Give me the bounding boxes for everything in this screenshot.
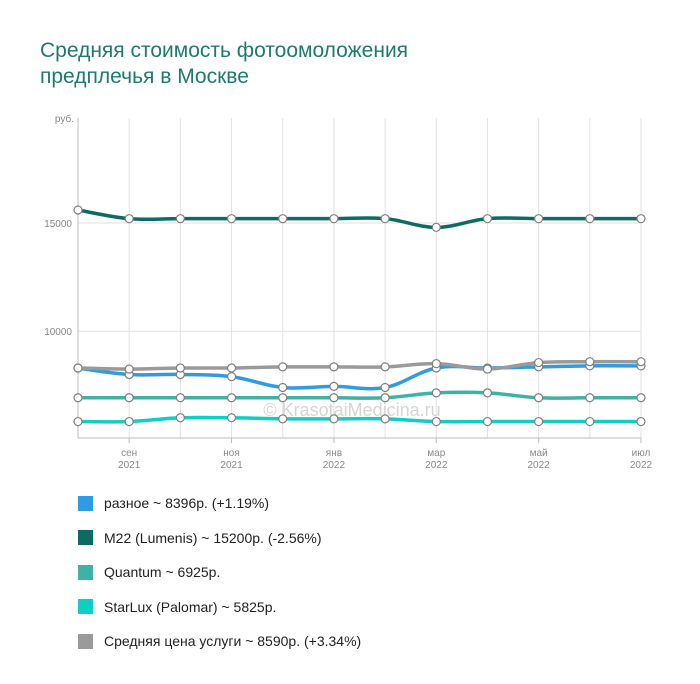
- data-point[interactable]: [636, 416, 646, 427]
- data-point[interactable]: [73, 363, 83, 373]
- data-point[interactable]: [73, 393, 83, 403]
- data-point[interactable]: [585, 416, 595, 427]
- legend-swatch: [78, 633, 93, 649]
- legend-label: StarLux (Palomar) ~ 5825р.: [104, 598, 277, 615]
- x-tick-label-month: сен: [121, 448, 137, 459]
- y-axis-label: руб.: [55, 113, 74, 125]
- data-point[interactable]: [278, 414, 288, 424]
- data-point[interactable]: [380, 414, 390, 424]
- legend-swatch: [78, 495, 93, 511]
- data-point[interactable]: [380, 362, 390, 372]
- data-point[interactable]: [482, 416, 493, 427]
- x-tick-label-month: мар: [427, 448, 445, 459]
- data-point[interactable]: [534, 416, 544, 427]
- data-point[interactable]: [380, 214, 390, 224]
- legend-item[interactable]: разное ~ 8396р. (+1.19%): [78, 486, 361, 521]
- data-point[interactable]: [278, 362, 288, 372]
- legend-label: разное ~ 8396р. (+1.19%): [104, 495, 269, 512]
- data-point[interactable]: [226, 363, 237, 373]
- data-point[interactable]: [534, 393, 544, 403]
- x-tick-label-year: 2022: [425, 460, 448, 471]
- data-point[interactable]: [278, 382, 288, 393]
- data-point[interactable]: [431, 359, 441, 369]
- data-point[interactable]: [482, 364, 493, 374]
- x-tick-label-year: 2022: [630, 460, 653, 471]
- data-point[interactable]: [534, 214, 544, 224]
- legend-item[interactable]: M22 (Lumenis) ~ 15200р. (-2.56%): [78, 521, 361, 556]
- chart-axes: руб.1000015000сен2021ноя2021янв2022мар20…: [44, 113, 652, 471]
- series-2: [73, 388, 646, 403]
- x-tick-label-year: 2022: [323, 460, 346, 471]
- legend-item[interactable]: Quantum ~ 6925р.: [78, 555, 361, 590]
- data-point[interactable]: [636, 357, 646, 367]
- data-point[interactable]: [329, 362, 339, 372]
- data-point[interactable]: [124, 364, 134, 374]
- x-tick-label-month: янв: [326, 448, 342, 459]
- legend-swatch: [78, 530, 93, 546]
- x-tick-label-month: май: [530, 448, 548, 459]
- data-point[interactable]: [329, 214, 339, 224]
- chart-title-line-1: Средняя стоимость фотоомоложения: [40, 39, 409, 62]
- legend-label: Средняя цена услуги ~ 8590р. (+3.34%): [104, 633, 362, 650]
- chart-series: [73, 205, 646, 427]
- chart-title: Средняя стоимость фотоомоложения предпле…: [40, 38, 660, 90]
- legend-label: Quantum ~ 6925р.: [104, 564, 221, 581]
- data-point[interactable]: [73, 416, 83, 427]
- series-line: [76, 415, 643, 424]
- data-point[interactable]: [636, 393, 646, 403]
- data-point[interactable]: [175, 363, 185, 373]
- data-point[interactable]: [380, 382, 390, 393]
- data-point[interactable]: [431, 416, 441, 427]
- data-point[interactable]: [278, 214, 288, 224]
- data-point[interactable]: [124, 416, 134, 427]
- data-point[interactable]: [175, 214, 185, 224]
- x-tick-label-month: ноя: [223, 448, 240, 459]
- series-line: [76, 390, 643, 400]
- data-point[interactable]: [482, 214, 493, 224]
- data-point[interactable]: [431, 222, 441, 232]
- data-point[interactable]: [329, 393, 339, 403]
- data-point[interactable]: [534, 357, 544, 368]
- data-point[interactable]: [329, 414, 339, 424]
- x-tick-label-year: 2021: [118, 460, 141, 471]
- data-point[interactable]: [124, 214, 134, 224]
- data-point[interactable]: [585, 393, 595, 403]
- data-point[interactable]: [585, 214, 595, 224]
- data-point[interactable]: [73, 205, 83, 215]
- data-point[interactable]: [226, 372, 237, 382]
- y-tick-label: 15000: [44, 219, 72, 230]
- chart-title-line-2: предплечья в Москве: [40, 65, 249, 88]
- y-tick-label: 10000: [44, 327, 72, 338]
- legend-item[interactable]: Средняя цена услуги ~ 8590р. (+3.34%): [78, 624, 361, 659]
- chart-grid: [78, 118, 642, 438]
- x-tick-label-year: 2022: [528, 460, 551, 471]
- data-point[interactable]: [226, 393, 237, 403]
- x-tick-label-month: июл: [632, 448, 651, 459]
- chart-legend: разное ~ 8396р. (+1.19%) M22 (Lumenis) ~ …: [78, 486, 361, 659]
- data-point[interactable]: [585, 357, 595, 367]
- data-point[interactable]: [329, 381, 339, 391]
- legend-swatch: [78, 599, 93, 615]
- data-point[interactable]: [226, 413, 237, 423]
- series-3: [73, 413, 646, 427]
- legend-label: M22 (Lumenis) ~ 15200р. (-2.56%): [104, 529, 322, 546]
- data-point[interactable]: [226, 214, 237, 224]
- data-point[interactable]: [636, 214, 646, 224]
- data-point[interactable]: [175, 393, 185, 403]
- series-1: [73, 205, 646, 232]
- data-point[interactable]: [124, 393, 134, 403]
- series-4: [73, 357, 646, 374]
- legend-swatch: [78, 564, 93, 580]
- data-point[interactable]: [431, 388, 441, 398]
- data-point[interactable]: [278, 393, 288, 403]
- x-tick-label-year: 2021: [220, 460, 243, 471]
- legend-item[interactable]: StarLux (Palomar) ~ 5825р.: [78, 590, 361, 625]
- series-line: [76, 208, 643, 230]
- data-point[interactable]: [482, 388, 493, 398]
- data-point[interactable]: [380, 393, 390, 403]
- data-point[interactable]: [175, 413, 185, 423]
- watermark: © KrasotaiMedicina.ru: [263, 400, 440, 420]
